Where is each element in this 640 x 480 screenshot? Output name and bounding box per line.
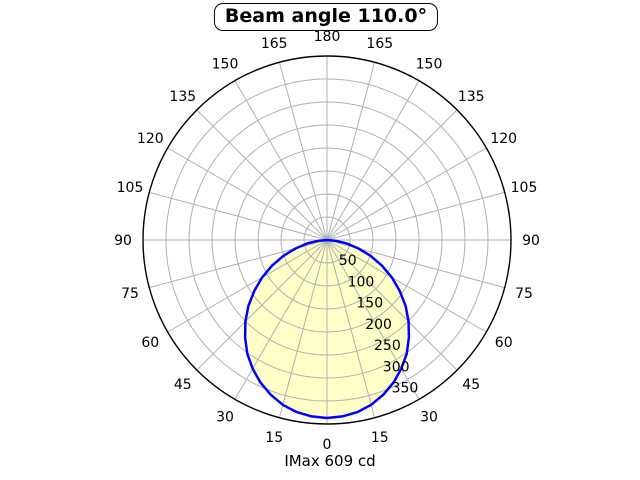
- grid-spoke-120: [326, 147, 487, 241]
- radius-label-350: 350: [392, 381, 419, 397]
- angle-label-left-45: 45: [174, 377, 192, 393]
- angle-label-left-150: 150: [212, 56, 239, 72]
- angle-label-left-30: 30: [216, 410, 234, 426]
- angle-label-right-15: 15: [371, 430, 389, 446]
- grid-spoke-105: [326, 191, 505, 241]
- angle-label-180: 180: [314, 29, 341, 45]
- angle-label-left-75: 75: [121, 286, 139, 302]
- grid-spoke-135: [326, 109, 458, 241]
- imax-label: IMax 609 cd: [284, 452, 376, 470]
- radius-label-200: 200: [365, 317, 392, 333]
- grid-spoke-210: [234, 80, 328, 241]
- angle-label-left-135: 135: [169, 89, 196, 105]
- grid-spoke-195: [278, 62, 328, 241]
- angle-label-right-90: 90: [522, 233, 540, 249]
- grid-spoke-300: [167, 239, 328, 333]
- grid-spoke-165: [326, 62, 376, 241]
- grid-spoke-330: [234, 239, 328, 400]
- angle-label-left-165: 165: [261, 36, 288, 52]
- angle-label-right-120: 120: [490, 131, 517, 147]
- angle-label-left-105: 105: [117, 180, 144, 196]
- grid-spoke-150: [326, 80, 420, 241]
- angle-label-right-60: 60: [495, 335, 513, 351]
- angle-label-right-135: 135: [458, 89, 485, 105]
- radius-label-150: 150: [356, 296, 383, 312]
- radius-label-100: 100: [348, 275, 375, 291]
- angle-label-right-30: 30: [420, 410, 438, 426]
- grid-spoke-45: [326, 239, 458, 371]
- chart-title: Beam angle 110.0°: [224, 5, 428, 27]
- angle-label-right-165: 165: [366, 36, 393, 52]
- angle-label-right-45: 45: [462, 377, 480, 393]
- angle-label-left-60: 60: [141, 335, 159, 351]
- radius-label-300: 300: [383, 360, 410, 376]
- angle-label-left-90: 90: [114, 233, 132, 249]
- grid-spoke-60: [326, 239, 487, 333]
- chart-title-box: Beam angle 110.0°: [213, 3, 439, 31]
- grid-spoke-315: [196, 239, 328, 371]
- angle-label-0: 0: [323, 437, 332, 453]
- angle-label-left-120: 120: [137, 131, 164, 147]
- angle-label-right-105: 105: [511, 180, 538, 196]
- grid-spoke-30: [326, 239, 420, 400]
- angle-label-right-75: 75: [515, 286, 533, 302]
- grid-spoke-225: [196, 109, 328, 241]
- grid-spoke-15: [326, 239, 376, 418]
- grid-spoke-345: [278, 239, 328, 418]
- polar-outline: [142, 55, 512, 425]
- radius-label-50: 50: [339, 253, 357, 269]
- grid-spoke-240: [167, 147, 328, 241]
- beam-curve: [243, 238, 411, 420]
- angle-label-right-150: 150: [416, 56, 443, 72]
- radius-label-250: 250: [374, 338, 401, 354]
- angle-label-left-15: 15: [265, 430, 283, 446]
- grid-spoke-255: [149, 191, 328, 241]
